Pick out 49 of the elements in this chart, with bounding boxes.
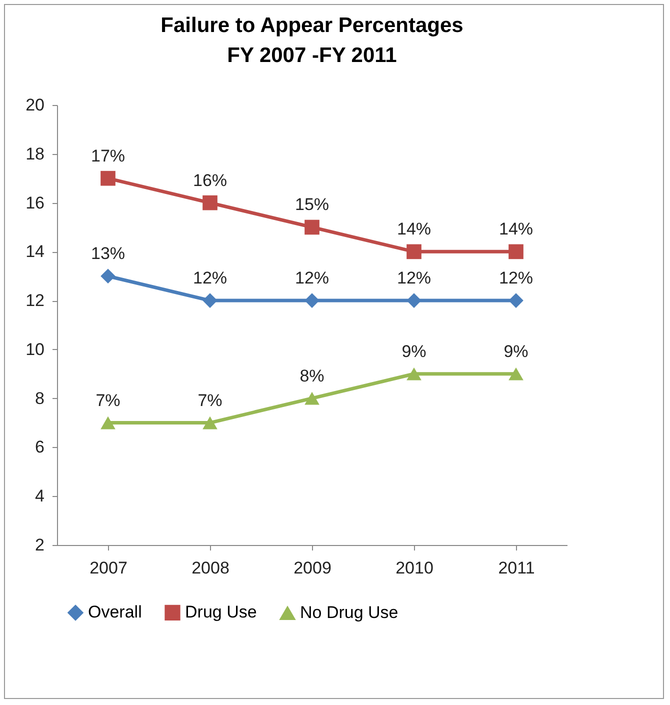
data-label: 9% xyxy=(504,342,528,361)
legend-label: Overall xyxy=(88,602,142,622)
x-tick-label: 2007 xyxy=(90,558,128,578)
x-tick-label: 2008 xyxy=(192,558,230,578)
point xyxy=(508,293,524,308)
y-tick-label: 20 xyxy=(26,96,44,114)
y-tick-label: 2 xyxy=(35,536,44,554)
point xyxy=(202,416,218,430)
point xyxy=(202,195,218,210)
y-tick-label: 18 xyxy=(26,144,44,164)
data-label: 16% xyxy=(192,170,228,190)
y-tick-label: 10 xyxy=(26,340,44,359)
data-label: 7% xyxy=(96,390,120,410)
legend-label: Drug Use xyxy=(185,602,257,622)
data-label: 9% xyxy=(402,342,426,361)
data-label: 12% xyxy=(498,268,534,288)
chart-title: Failure to Appear Percentages FY 2007 -FY 2011 xyxy=(160,14,464,67)
point xyxy=(304,220,320,235)
x-tick-label: 2009 xyxy=(294,558,332,578)
x-tick-label: 2010 xyxy=(396,558,434,578)
y-tick-label: 16 xyxy=(26,193,44,212)
point xyxy=(406,293,422,308)
y-tick-label: 8 xyxy=(35,388,44,408)
data-label: 13% xyxy=(90,244,126,264)
point xyxy=(100,416,116,430)
legend-label: No Drug Use xyxy=(300,603,398,622)
data-label: 15% xyxy=(294,195,330,214)
point xyxy=(304,392,320,405)
data-label: 17% xyxy=(90,146,126,166)
point xyxy=(304,293,320,308)
data-label: 12% xyxy=(396,268,432,288)
point xyxy=(508,367,524,380)
y-tick-label: 4 xyxy=(35,486,44,506)
data-label: 7% xyxy=(198,390,222,410)
y-tick-label: 6 xyxy=(35,438,44,457)
y-tick-label: 12 xyxy=(26,291,44,310)
y-tick-label: 14 xyxy=(26,242,44,262)
point xyxy=(100,170,116,186)
data-label: 8% xyxy=(300,366,324,386)
point xyxy=(508,244,524,260)
point xyxy=(100,268,116,284)
point xyxy=(406,367,422,380)
data-label: 12% xyxy=(294,268,330,288)
x-tick-label: 2011 xyxy=(498,558,535,578)
point xyxy=(202,293,218,308)
data-label: 14% xyxy=(498,220,534,239)
data-label: 12% xyxy=(192,268,228,288)
data-label: 14% xyxy=(396,220,432,239)
point xyxy=(406,244,422,260)
